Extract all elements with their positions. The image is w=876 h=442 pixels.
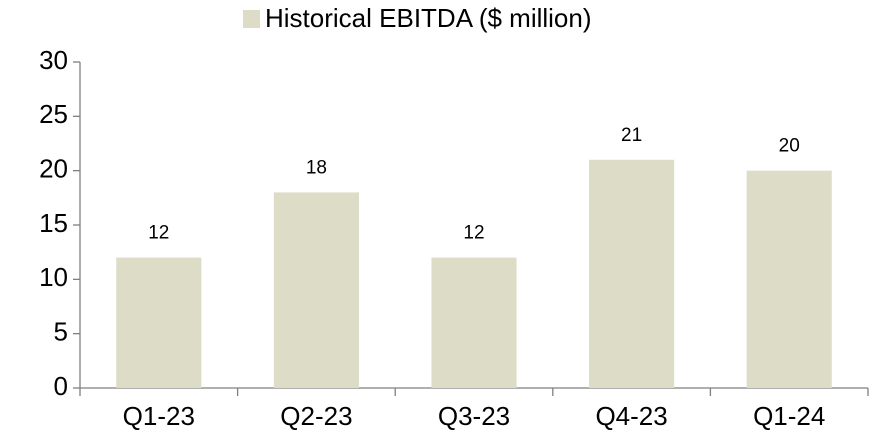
legend: Historical EBITDA ($ million) xyxy=(243,3,592,33)
x-tick-label: Q2-23 xyxy=(280,401,352,431)
data-label: 12 xyxy=(148,223,169,244)
y-tick-label: 10 xyxy=(39,262,68,292)
legend-label: Historical EBITDA ($ million) xyxy=(265,3,592,33)
y-tick-label: 25 xyxy=(39,99,68,129)
x-tick-label: Q3-23 xyxy=(438,401,510,431)
bar xyxy=(273,192,359,388)
data-label: 21 xyxy=(621,125,642,146)
y-tick-label: 15 xyxy=(39,208,68,238)
data-label: 12 xyxy=(463,223,484,244)
x-tick-label: Q4-23 xyxy=(595,401,667,431)
y-tick-label: 20 xyxy=(39,154,68,184)
bar xyxy=(431,257,517,388)
bar xyxy=(589,159,675,388)
y-tick-label: 5 xyxy=(54,317,68,347)
y-tick-label: 0 xyxy=(54,371,68,401)
data-label: 20 xyxy=(779,136,800,157)
y-tick-label: 30 xyxy=(39,45,68,75)
bar xyxy=(746,170,832,388)
x-tick-label: Q1-24 xyxy=(753,401,825,431)
data-label: 18 xyxy=(306,157,327,178)
legend-swatch xyxy=(243,10,260,28)
bar xyxy=(116,257,202,388)
x-tick-label: Q1-23 xyxy=(123,401,195,431)
